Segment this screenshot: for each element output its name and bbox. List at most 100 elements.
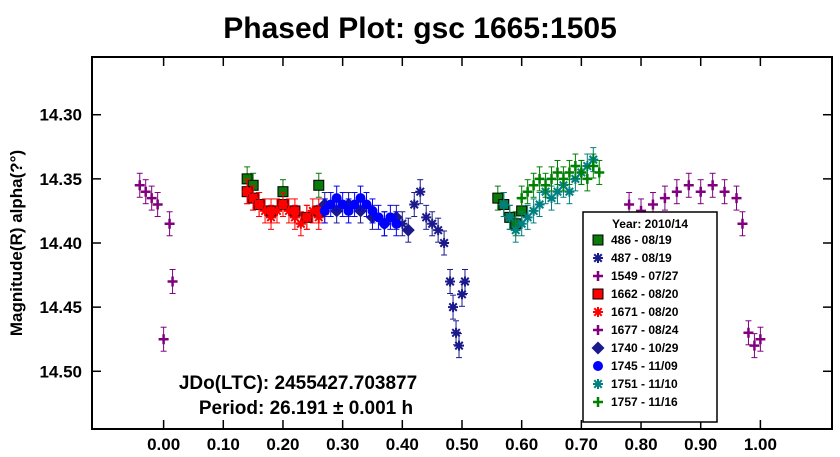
legend-entry-label: 487 - 08/19 <box>611 251 672 265</box>
data-point <box>242 186 253 197</box>
data-point <box>445 276 456 287</box>
data-point <box>367 205 378 216</box>
data-point <box>355 193 366 204</box>
data-point <box>391 218 402 229</box>
legend: Year: 2010/14 486 - 08/19 487 - 08/19 1549… <box>582 211 718 423</box>
data-point <box>546 173 557 184</box>
legend-entry-label: 1757 - 11/16 <box>611 395 678 409</box>
data-point <box>647 199 658 210</box>
legend-entry-label: 1671 - 08/20 <box>611 305 679 319</box>
x-tick-label: 0.10 <box>207 435 240 454</box>
data-point <box>451 327 462 338</box>
legend-entry-label: 1662 - 08/20 <box>611 287 679 301</box>
legend-marker <box>593 325 603 335</box>
legend-marker <box>593 253 603 263</box>
chart-title: Phased Plot: gsc 1665:1505 <box>223 12 617 45</box>
data-point <box>164 218 175 229</box>
y-tick-label: 14.50 <box>39 362 82 381</box>
data-point <box>546 193 557 204</box>
data-point <box>719 186 730 197</box>
data-point <box>671 186 682 197</box>
x-tick-label: 1.00 <box>744 435 777 454</box>
data-point <box>510 225 521 236</box>
y-axis-label: Magnitude(R) alpha(?°) <box>7 150 26 336</box>
series-10 <box>516 153 605 211</box>
legend-marker <box>593 361 603 371</box>
y-tick-label: 14.35 <box>39 170 82 189</box>
data-point <box>146 193 157 204</box>
legend-marker <box>593 379 603 389</box>
legend-box <box>582 211 718 423</box>
x-tick-label: 0.40 <box>386 435 419 454</box>
data-point <box>307 205 318 216</box>
data-point <box>454 340 465 351</box>
data-point <box>516 218 527 229</box>
data-marks <box>134 147 766 359</box>
data-point <box>254 199 265 210</box>
x-tick-label: 0.60 <box>505 435 538 454</box>
data-point <box>594 167 605 178</box>
data-point <box>266 212 277 223</box>
series-2 <box>397 179 470 359</box>
legend-marker <box>591 341 605 355</box>
data-point <box>349 199 360 210</box>
data-point <box>448 302 459 313</box>
data-point <box>534 173 545 184</box>
data-point <box>552 167 563 178</box>
data-point <box>361 199 372 210</box>
legend-title: Year: 2010/14 <box>612 217 688 231</box>
data-point <box>158 334 169 345</box>
data-point <box>289 212 300 223</box>
data-point <box>564 167 575 178</box>
x-tick-label: 0.20 <box>266 435 299 454</box>
x-tick-label: 0.50 <box>445 435 478 454</box>
x-tick-label: 0.80 <box>624 435 657 454</box>
axes: 0.00 0.10 0.20 0.30 0.40 0.50 0.60 0.70 0.80 0.90… <box>39 57 832 454</box>
legend-entry-label: 1740 - 10/29 <box>611 341 679 355</box>
data-point <box>385 212 396 223</box>
legend-entry-label: 1677 - 08/24 <box>611 323 679 337</box>
data-point <box>755 334 766 345</box>
legend-marker <box>592 288 604 300</box>
data-point <box>534 199 545 210</box>
data-point <box>522 186 533 197</box>
data-point <box>492 192 504 204</box>
data-point <box>564 186 575 197</box>
legend-marker <box>593 397 603 407</box>
data-point <box>379 218 390 229</box>
data-point <box>749 340 760 351</box>
data-point <box>313 179 325 191</box>
data-point <box>134 180 145 191</box>
data-point <box>313 212 324 223</box>
data-point <box>582 173 593 184</box>
data-point <box>421 212 432 223</box>
data-point <box>576 167 587 178</box>
data-point <box>624 199 635 210</box>
legend-marker <box>593 271 603 281</box>
data-point <box>301 212 312 223</box>
series-3 <box>134 172 178 352</box>
legend-marker <box>592 234 604 246</box>
data-point <box>283 205 294 216</box>
data-point <box>272 205 282 216</box>
legend-entry-label: 1549 - 07/27 <box>611 269 679 283</box>
data-point <box>737 218 748 229</box>
data-point <box>528 180 539 191</box>
data-point <box>570 161 581 172</box>
data-point <box>397 218 408 229</box>
data-point <box>260 205 271 216</box>
data-point <box>325 199 336 210</box>
y-tick-label: 14.45 <box>39 298 82 317</box>
data-point <box>427 218 438 229</box>
data-point <box>540 180 551 191</box>
data-point <box>522 212 533 223</box>
data-point <box>140 186 151 197</box>
data-point <box>552 186 563 197</box>
data-point <box>582 161 593 172</box>
data-point <box>498 199 509 210</box>
data-point <box>319 205 330 216</box>
data-point <box>516 193 527 204</box>
annotation-jdo: JDo(LTC): 2455427.703877 <box>179 373 417 394</box>
data-point <box>707 180 718 191</box>
